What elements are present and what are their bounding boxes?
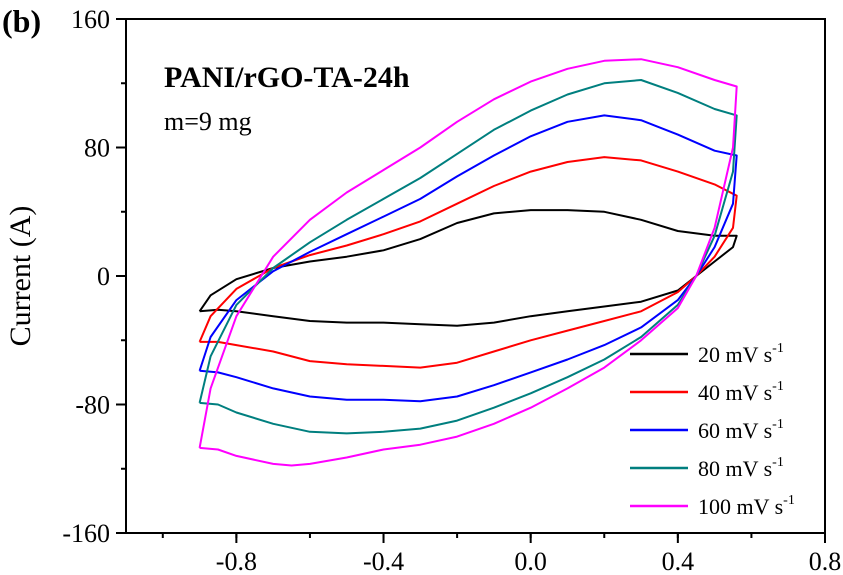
x-axis: -0.8 -0.4 0.0 0.4 0.8 [161,533,842,575]
y-axis: -160 -80 0 80 160 [62,5,126,548]
x-tick-label: 0.0 [514,547,547,575]
x-tick-label: 0.4 [662,547,695,575]
series-line-1 [198,209,738,327]
legend-label-1: 20 mV s-1 [698,341,784,367]
legend-label-3: 60 mV s-1 [698,417,784,443]
legend: 20 mV s-1 40 mV s-1 60 mV s-1 80 mV s-1 100 … [630,341,795,519]
legend-label-2: 40 mV s-1 [698,379,784,405]
legend-label-5: 100 mV s-1 [698,493,795,519]
x-tick-label: -0.4 [363,547,404,575]
curves-layer [198,58,738,467]
legend-label-4: 80 mV s-1 [698,455,784,481]
y-tick-label: 80 [84,134,110,163]
y-tick-label: -160 [62,519,110,548]
x-tick-label: -0.8 [216,547,257,575]
y-tick-label: 0 [97,262,110,291]
series-line-2 [198,156,738,369]
y-tick-label: 160 [71,5,110,34]
y-tick-label: -80 [75,391,110,420]
panel-label: (b) [2,3,41,39]
chart-title: PANI/rGO-TA-24h [164,61,410,94]
x-tick-label: 0.8 [809,547,842,575]
series-line-4 [198,79,738,435]
series-line-5 [198,58,738,467]
chart-subtitle: m=9 mg [164,107,252,136]
y-axis-label: Current (A) [4,206,37,347]
series-line-3 [198,114,738,403]
